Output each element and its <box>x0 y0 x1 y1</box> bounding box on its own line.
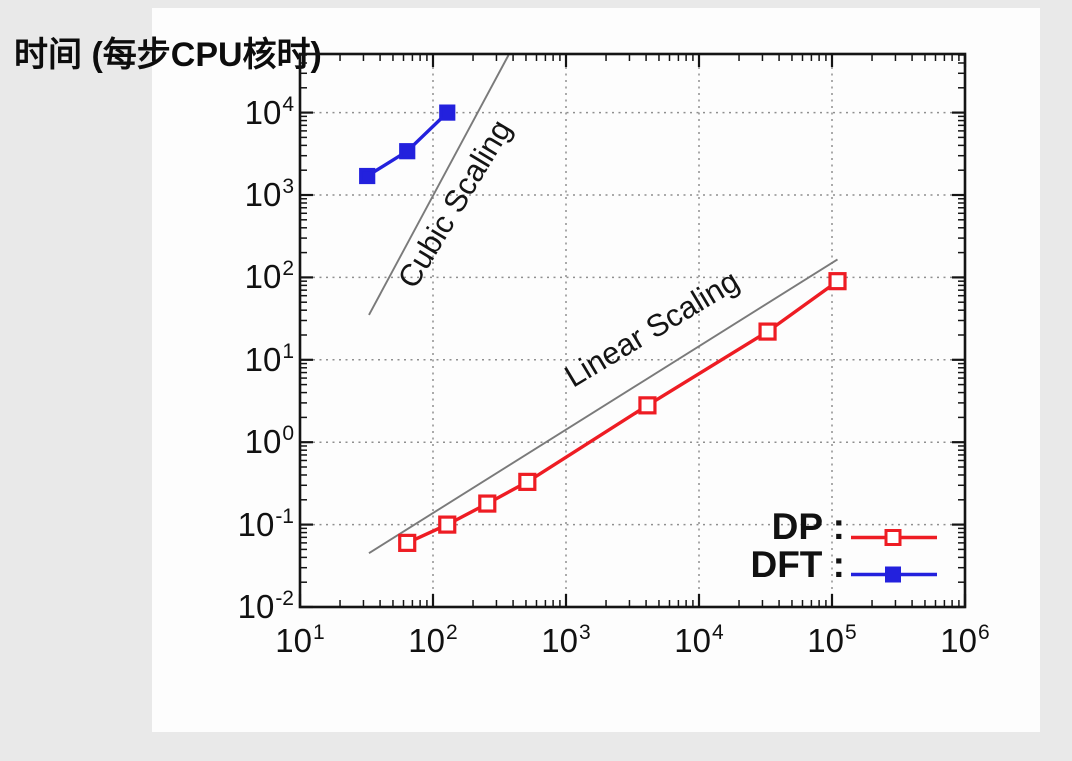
tick-exponent: -2 <box>275 587 294 610</box>
legend-dft-label: DFT : <box>750 544 845 585</box>
y-tick-label: 102 <box>244 257 294 296</box>
tick-exponent: 1 <box>282 339 294 363</box>
y-tick-label: 101 <box>244 339 294 378</box>
x-tick-label: 104 <box>674 621 724 659</box>
x-tick-label: 103 <box>541 621 591 659</box>
tick-exponent: 3 <box>579 621 591 644</box>
dp-marker <box>478 494 497 513</box>
tick-exponent: -1 <box>275 504 294 528</box>
x-tick-label: 105 <box>807 621 857 659</box>
tick-exponent: 1 <box>313 621 325 644</box>
linear-scaling-line <box>368 258 839 554</box>
y-tick-label: 104 <box>244 92 294 131</box>
legend-dft-sample-marker <box>885 566 901 583</box>
dp-marker <box>518 472 537 491</box>
y-tick-label: 103 <box>244 175 294 213</box>
dp-marker <box>398 533 417 552</box>
dft-marker <box>359 167 376 185</box>
tick-exponent: 4 <box>712 621 724 644</box>
tick-exponent: 6 <box>978 621 990 644</box>
dp-marker <box>438 515 457 534</box>
dft-marker <box>399 143 416 160</box>
y-tick-label: 100 <box>244 422 294 461</box>
legend-dp-sample-marker <box>884 529 902 546</box>
tick-exponent: 5 <box>845 621 857 644</box>
tick-exponent: 2 <box>282 257 294 281</box>
cubic-scaling-line <box>368 54 510 316</box>
y-axis-title: 时间 (每步CPU核时) <box>14 36 322 74</box>
tick-exponent: 4 <box>282 92 294 116</box>
y-tick-label: 10-1 <box>237 504 294 543</box>
dp-marker <box>758 322 777 341</box>
plot-border <box>298 52 967 609</box>
x-tick-label: 101 <box>275 621 325 659</box>
tick-exponent: 2 <box>446 621 458 644</box>
y-tick-label: 10-2 <box>237 587 294 625</box>
tick-exponent: 3 <box>282 175 294 198</box>
x-tick-label: 102 <box>408 621 458 659</box>
dp-marker <box>828 272 847 291</box>
dp-series-line <box>406 279 839 545</box>
x-tick-label: 106 <box>940 621 990 659</box>
dft-marker <box>439 104 456 121</box>
tick-exponent: 0 <box>282 422 294 446</box>
legend-dp-label: DP : <box>771 506 845 547</box>
dp-marker <box>638 396 657 415</box>
